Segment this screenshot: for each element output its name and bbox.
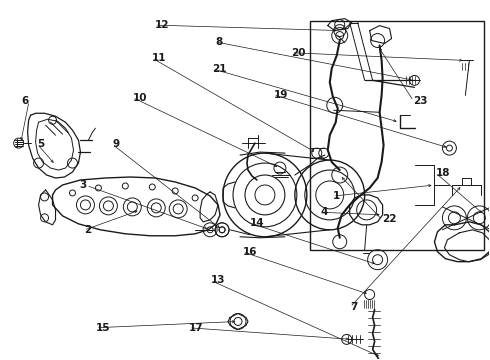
Text: 19: 19 (273, 90, 288, 100)
Text: 16: 16 (243, 247, 257, 257)
Text: 11: 11 (152, 53, 167, 63)
Text: 12: 12 (155, 20, 169, 30)
Text: 7: 7 (350, 302, 357, 312)
Text: 14: 14 (250, 218, 265, 228)
Text: 21: 21 (212, 64, 227, 74)
Text: 13: 13 (211, 275, 225, 285)
Text: 5: 5 (37, 139, 45, 149)
Text: 1: 1 (333, 191, 340, 201)
Text: 20: 20 (292, 48, 306, 58)
Text: 15: 15 (96, 323, 110, 333)
Bar (310, 21, 484, 250)
Text: 23: 23 (414, 96, 428, 106)
Text: 18: 18 (436, 168, 450, 178)
Text: 4: 4 (321, 207, 328, 217)
Text: 6: 6 (22, 96, 29, 106)
Text: 17: 17 (189, 323, 203, 333)
Text: 22: 22 (382, 215, 396, 224)
Text: 10: 10 (133, 93, 147, 103)
Text: 2: 2 (84, 225, 91, 235)
Text: 3: 3 (79, 180, 86, 190)
Text: 8: 8 (216, 37, 223, 47)
Text: 9: 9 (112, 139, 119, 149)
